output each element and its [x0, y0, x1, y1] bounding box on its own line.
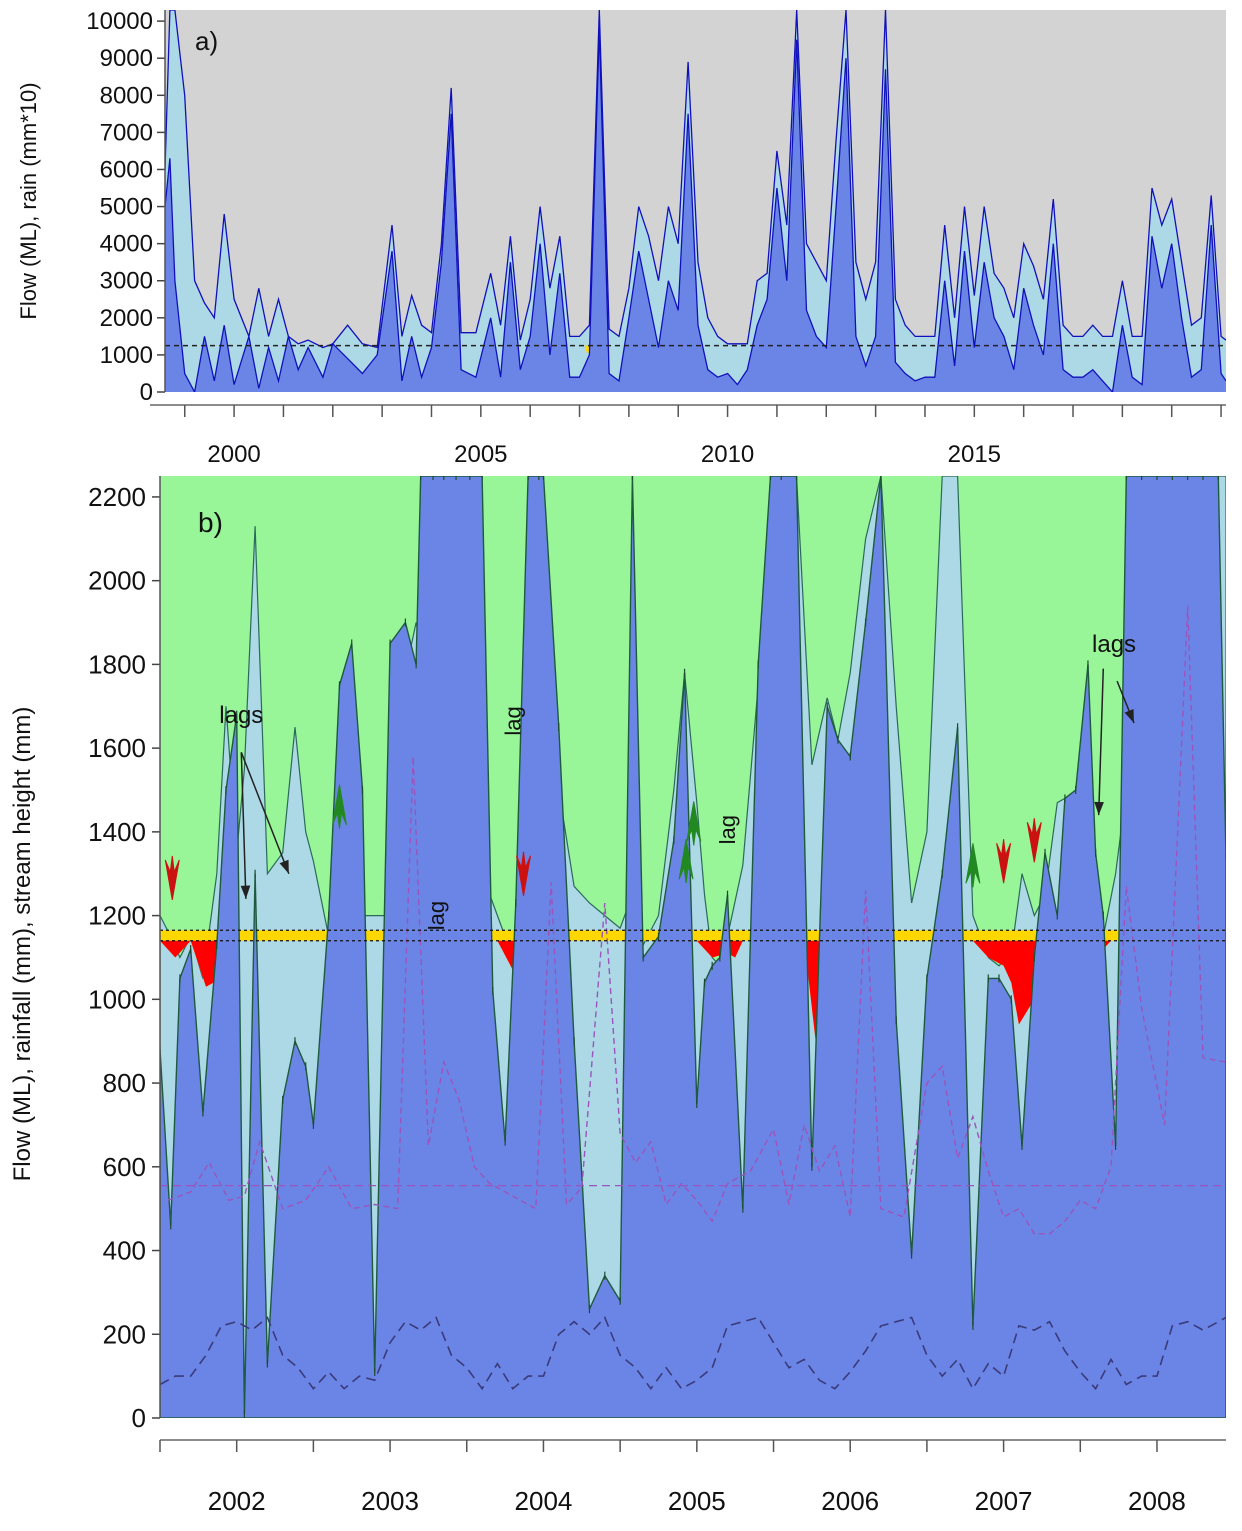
evaporation-line: [167, 605, 1226, 1235]
lag-arrow: [240, 752, 247, 899]
lag-arrowhead: [240, 885, 251, 899]
panel-b-y-axis: 0 200 400 600 800 1000 1200 1400 1600 1800 2000 220…: [88, 476, 161, 1433]
down-marker: [1026, 818, 1042, 863]
up-marker: [686, 801, 702, 846]
x-tick-label: 2015: [948, 441, 1001, 468]
y-tick-label: 10000: [86, 8, 153, 35]
panel-a-marks: [165, 10, 1226, 392]
y-tick-label: 1600: [88, 733, 146, 763]
y-tick-label: 600: [103, 1152, 146, 1182]
up-marker: [965, 843, 981, 888]
y-tick-label: 800: [103, 1068, 146, 1098]
y-tick-label: 4000: [100, 231, 153, 258]
x-tick-label: 2005: [454, 441, 507, 468]
monthly-line: [160, 1316, 1226, 1391]
down-marker: [996, 839, 1012, 884]
x-tick-label: 2002: [208, 1486, 266, 1516]
annotation-label: lag: [715, 815, 740, 844]
x-tick-label: 2003: [361, 1486, 419, 1516]
x-tick-label: 2005: [668, 1486, 726, 1516]
lag-arrow: [1097, 668, 1105, 816]
panel-b-x-axis: 2002 2003 2004 2005 2006 2007 2008: [159, 1439, 1226, 1516]
y-tick-label: 1800: [88, 649, 146, 679]
annotation-label: lag: [500, 706, 525, 735]
lag-arrow: [240, 752, 290, 875]
annotation-label: lags: [219, 702, 263, 729]
x-tick-label: 2010: [701, 441, 754, 468]
panel-b-y-label: Flow (ML), rainfall (mm), stream height …: [9, 707, 36, 1182]
panel-b-chart: lags lag lag lag lags 0 200 400 600 800 1000 1200 1…: [9, 476, 1226, 1516]
y-tick-label: 1000: [100, 342, 153, 369]
y-tick-label: 9000: [100, 45, 153, 72]
rain-line: [165, 10, 1226, 349]
annotation-label: lags: [1092, 631, 1136, 658]
x-tick-label: 2000: [207, 441, 260, 468]
x-tick-label: 2008: [1128, 1486, 1186, 1516]
y-tick-label: 2000: [100, 305, 153, 332]
y-tick-label: 8000: [100, 82, 153, 109]
panel-a-chart: 0 1000 2000 3000 4000 5000 6000 7000 8000 9000 100…: [16, 8, 1226, 468]
y-tick-label: 7000: [100, 119, 153, 146]
y-tick-label: 0: [140, 379, 153, 406]
y-tick-label: 0: [132, 1403, 146, 1433]
annotation-label: lag: [424, 901, 449, 930]
x-tick-label: 2007: [975, 1486, 1033, 1516]
lag-arrowhead: [279, 859, 289, 874]
y-tick-label: 200: [103, 1319, 146, 1349]
x-tick-label: 2006: [821, 1486, 879, 1516]
x-tick-label: 2004: [515, 1486, 573, 1516]
y-tick-label: 6000: [100, 156, 153, 183]
y-tick-label: 1400: [88, 817, 146, 847]
y-tick-label: 1000: [88, 984, 146, 1014]
y-tick-label: 2000: [88, 566, 146, 596]
panel-a-label: a): [195, 26, 218, 56]
lag-arrowhead: [1094, 801, 1104, 816]
panel-a-x-axis: 2000 2005 2010 2015: [150, 404, 1226, 468]
panel-a-y-axis: 0 1000 2000 3000 4000 5000 6000 7000 8000 9000 100…: [86, 8, 166, 406]
up-marker: [331, 784, 347, 829]
y-tick-label: 1200: [88, 901, 146, 931]
y-tick-label: 3000: [100, 268, 153, 295]
flow-line: [165, 28, 1226, 392]
panel-b-marks: lags lag lag lag lags: [160, 476, 1226, 1418]
y-tick-label: 400: [103, 1236, 146, 1266]
panel-a-y-label: Flow (ML), rain (mm*10): [16, 82, 41, 319]
panel-b-label: b): [198, 507, 223, 538]
lag-arrowhead: [1124, 709, 1134, 724]
down-marker: [164, 855, 180, 901]
up-marker: [678, 839, 694, 884]
down-marker: [516, 851, 532, 896]
y-tick-label: 2200: [88, 482, 146, 512]
y-tick-label: 5000: [100, 194, 153, 221]
